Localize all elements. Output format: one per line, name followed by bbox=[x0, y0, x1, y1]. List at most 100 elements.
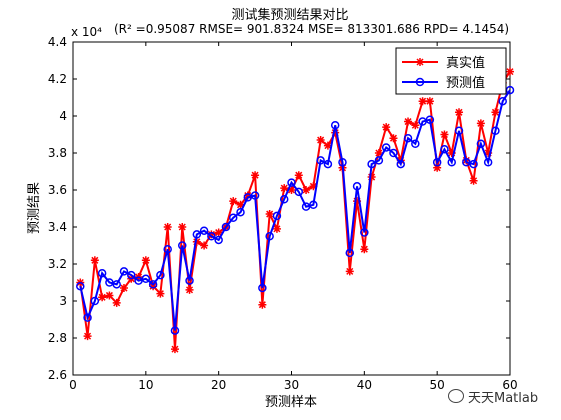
data-point bbox=[170, 326, 180, 335]
data-point bbox=[287, 186, 296, 194]
data-point bbox=[323, 159, 333, 169]
data-point bbox=[360, 245, 369, 254]
legend-box bbox=[395, 47, 507, 95]
data-point bbox=[112, 280, 121, 289]
x-tick-label: 10 bbox=[138, 378, 153, 392]
data-point bbox=[425, 115, 435, 124]
data-point bbox=[156, 270, 165, 280]
data-point bbox=[302, 186, 311, 194]
data-point bbox=[491, 126, 500, 136]
data-point bbox=[309, 182, 318, 191]
data-point bbox=[287, 178, 296, 187]
x-tick-label: 60 bbox=[502, 378, 517, 392]
data-point bbox=[192, 237, 201, 246]
data-point bbox=[250, 191, 260, 200]
x-tick-label: 30 bbox=[284, 378, 299, 392]
data-point bbox=[345, 248, 355, 258]
data-point bbox=[447, 149, 456, 157]
data-point bbox=[498, 96, 507, 106]
x-tick-label: 50 bbox=[430, 378, 445, 392]
data-point bbox=[199, 226, 209, 235]
data-point bbox=[374, 156, 384, 165]
legend-entry: 预测值 bbox=[402, 75, 485, 91]
data-point bbox=[374, 149, 383, 157]
data-point bbox=[127, 270, 136, 280]
data-point bbox=[148, 280, 158, 289]
chart-title: 测试集预测结果对比 bbox=[231, 7, 348, 23]
data-point bbox=[432, 158, 442, 167]
watermark: 天天Matlab bbox=[448, 387, 538, 406]
data-point bbox=[316, 156, 325, 165]
data-point bbox=[97, 269, 107, 278]
y-tick-label: 3.4 bbox=[48, 220, 67, 234]
data-point bbox=[170, 345, 179, 354]
data-point bbox=[309, 200, 318, 210]
data-point bbox=[214, 228, 223, 237]
data-point bbox=[476, 139, 486, 148]
data-point bbox=[185, 276, 194, 285]
x-axis-label: 预测样本 bbox=[265, 395, 317, 410]
data-point bbox=[345, 267, 354, 276]
data-point bbox=[382, 123, 391, 132]
data-point bbox=[207, 232, 216, 241]
data-point bbox=[279, 195, 289, 204]
data-point bbox=[265, 210, 274, 219]
series-1 bbox=[76, 85, 515, 335]
data-point bbox=[258, 283, 267, 293]
watermark-text: 天天Matlab bbox=[468, 391, 539, 406]
x-tick-label: 40 bbox=[357, 378, 372, 392]
data-point bbox=[258, 300, 267, 309]
data-point bbox=[381, 143, 391, 152]
data-point bbox=[440, 130, 449, 139]
data-point bbox=[433, 163, 442, 172]
legend-marker bbox=[415, 77, 425, 87]
y-tick-label: 4.4 bbox=[48, 35, 67, 49]
data-point bbox=[272, 211, 282, 221]
data-point bbox=[447, 158, 456, 167]
data-point bbox=[90, 296, 100, 306]
series-line bbox=[79, 89, 511, 331]
data-point bbox=[272, 224, 281, 233]
data-point bbox=[484, 149, 493, 157]
data-point bbox=[141, 274, 151, 284]
data-point bbox=[323, 141, 332, 150]
data-point bbox=[229, 197, 238, 206]
y-tick-label: 2.8 bbox=[48, 331, 67, 345]
data-point bbox=[221, 222, 231, 232]
data-point bbox=[163, 223, 172, 231]
data-point bbox=[207, 230, 216, 239]
data-point bbox=[476, 119, 485, 128]
data-point bbox=[506, 67, 514, 76]
y-tick-label: 3 bbox=[59, 294, 67, 308]
plot-area bbox=[72, 41, 511, 376]
data-point bbox=[330, 121, 340, 130]
data-point bbox=[112, 298, 121, 307]
data-point bbox=[98, 293, 107, 302]
data-point bbox=[243, 191, 252, 200]
y-tick-label: 3.8 bbox=[48, 146, 67, 160]
data-point bbox=[403, 133, 413, 143]
data-point bbox=[178, 241, 187, 250]
data-point bbox=[404, 117, 413, 126]
data-point bbox=[331, 128, 340, 137]
data-point bbox=[367, 173, 376, 182]
data-point bbox=[141, 256, 150, 265]
data-point bbox=[454, 126, 464, 136]
data-point bbox=[360, 228, 369, 237]
data-point bbox=[83, 313, 92, 322]
data-point bbox=[353, 197, 362, 206]
legend-entry: 真实值 bbox=[402, 55, 485, 71]
data-point bbox=[200, 241, 209, 250]
data-point bbox=[185, 285, 194, 294]
data-point bbox=[389, 148, 398, 158]
chart-subtitle: (R² =0.95087 RMSE= 901.8324 MSE= 813301.… bbox=[114, 22, 509, 36]
data-point bbox=[83, 332, 92, 341]
data-point bbox=[236, 207, 245, 217]
data-point bbox=[338, 158, 347, 167]
data-point bbox=[163, 244, 172, 254]
data-point bbox=[105, 291, 114, 300]
data-point bbox=[251, 171, 260, 180]
y-tick-label: 4 bbox=[59, 109, 67, 123]
